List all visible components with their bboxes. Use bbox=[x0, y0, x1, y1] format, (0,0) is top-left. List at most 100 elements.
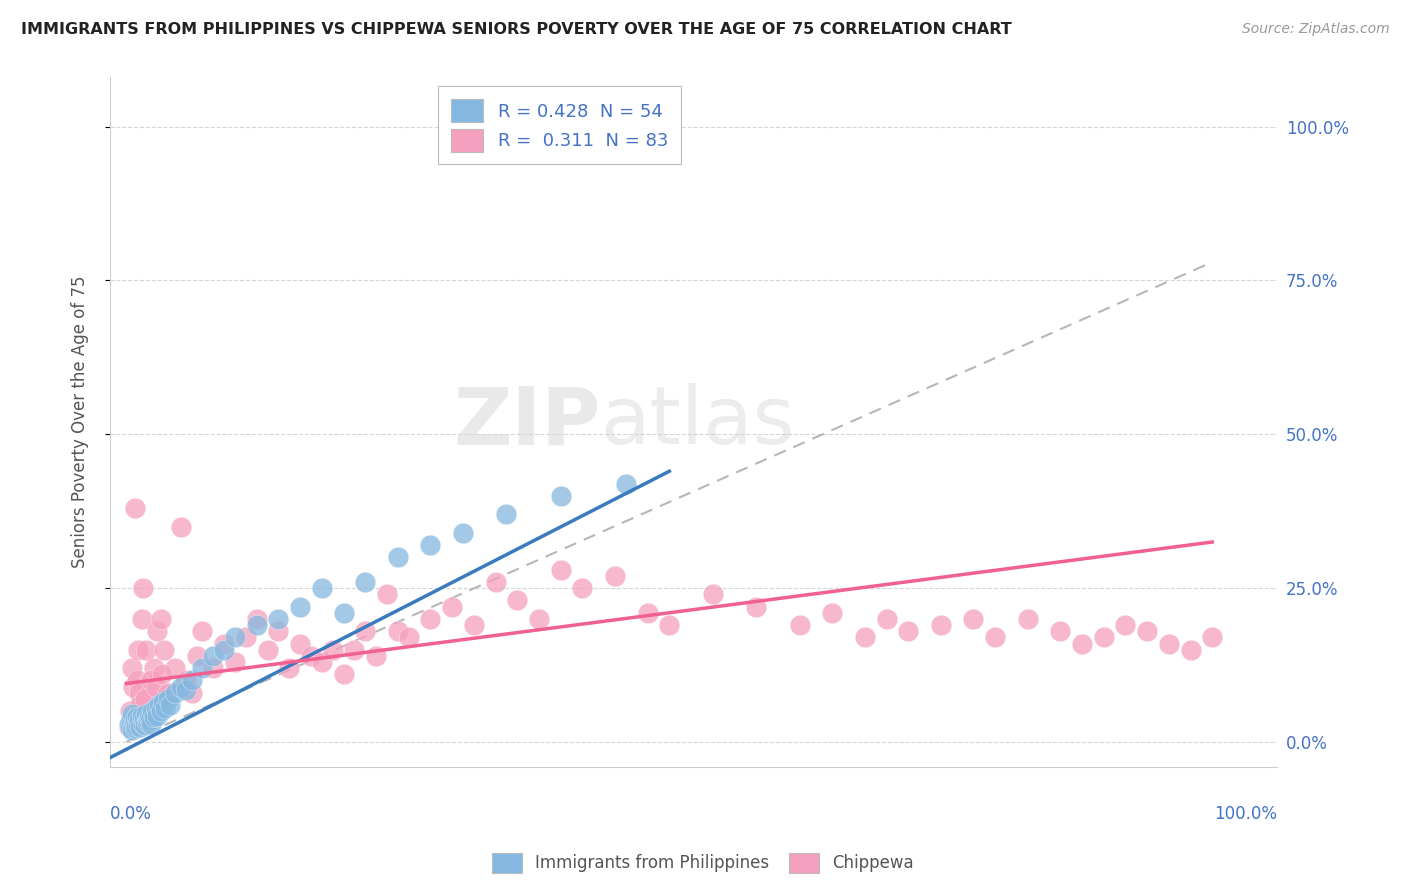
Point bbox=[142, 661, 165, 675]
Point bbox=[150, 704, 173, 718]
Point bbox=[132, 712, 155, 726]
Point bbox=[484, 574, 506, 589]
Point bbox=[156, 692, 179, 706]
Point bbox=[165, 686, 187, 700]
Point bbox=[125, 719, 148, 733]
Point bbox=[145, 680, 167, 694]
Point bbox=[311, 655, 333, 669]
Point bbox=[1017, 612, 1039, 626]
Point bbox=[141, 716, 163, 731]
Text: IMMIGRANTS FROM PHILIPPINES VS CHIPPEWA SENIORS POVERTY OVER THE AGE OF 75 CORRE: IMMIGRANTS FROM PHILIPPINES VS CHIPPEWA … bbox=[21, 22, 1012, 37]
Point bbox=[146, 709, 169, 723]
Point bbox=[124, 712, 146, 726]
Point bbox=[897, 624, 920, 639]
Point bbox=[145, 701, 167, 715]
Point bbox=[1049, 624, 1071, 639]
Point bbox=[156, 686, 179, 700]
Point bbox=[278, 661, 301, 675]
Point bbox=[125, 710, 148, 724]
Point bbox=[1201, 631, 1223, 645]
Point bbox=[962, 612, 984, 626]
Point bbox=[186, 648, 208, 663]
Point bbox=[366, 648, 388, 663]
Point bbox=[463, 618, 485, 632]
Point bbox=[118, 704, 141, 718]
Point bbox=[745, 599, 768, 614]
Point bbox=[180, 686, 202, 700]
Point bbox=[821, 606, 844, 620]
Point bbox=[332, 667, 354, 681]
Point bbox=[148, 698, 170, 712]
Point bbox=[136, 714, 159, 728]
Point bbox=[267, 624, 290, 639]
Point bbox=[134, 692, 156, 706]
Text: atlas: atlas bbox=[600, 383, 794, 461]
Y-axis label: Seniors Poverty Over the Age of 75: Seniors Poverty Over the Age of 75 bbox=[72, 276, 89, 568]
Point bbox=[128, 714, 150, 728]
Point bbox=[146, 624, 169, 639]
Point bbox=[387, 550, 409, 565]
Point bbox=[550, 563, 572, 577]
Point bbox=[131, 612, 153, 626]
Point bbox=[191, 624, 214, 639]
Point bbox=[141, 704, 163, 718]
Point bbox=[614, 476, 637, 491]
Point bbox=[142, 710, 165, 724]
Point bbox=[876, 612, 898, 626]
Point bbox=[127, 716, 149, 731]
Point bbox=[658, 618, 681, 632]
Point bbox=[139, 686, 162, 700]
Point bbox=[150, 667, 173, 681]
Point bbox=[332, 606, 354, 620]
Point bbox=[702, 587, 724, 601]
Point bbox=[1092, 631, 1115, 645]
Point bbox=[169, 680, 191, 694]
Point bbox=[121, 723, 143, 737]
Point bbox=[603, 569, 626, 583]
Point bbox=[506, 593, 529, 607]
Point bbox=[1114, 618, 1136, 632]
Point bbox=[174, 682, 197, 697]
Point bbox=[419, 612, 441, 626]
Point bbox=[451, 525, 474, 540]
Point bbox=[121, 707, 143, 722]
Point bbox=[136, 715, 159, 730]
Point bbox=[134, 717, 156, 731]
Point bbox=[495, 508, 517, 522]
Point bbox=[853, 631, 876, 645]
Point bbox=[571, 581, 593, 595]
Point bbox=[141, 673, 163, 688]
Text: 0.0%: 0.0% bbox=[110, 805, 152, 823]
Point bbox=[117, 720, 139, 734]
Point bbox=[246, 618, 269, 632]
Point bbox=[129, 720, 152, 734]
Point bbox=[354, 624, 377, 639]
Point bbox=[127, 710, 149, 724]
Point bbox=[128, 686, 150, 700]
Point bbox=[202, 661, 225, 675]
Point bbox=[129, 698, 152, 712]
Point bbox=[150, 612, 173, 626]
Point bbox=[212, 642, 235, 657]
Point bbox=[159, 686, 181, 700]
Point bbox=[138, 710, 160, 724]
Text: Source: ZipAtlas.com: Source: ZipAtlas.com bbox=[1241, 22, 1389, 37]
Point bbox=[311, 581, 333, 595]
Point bbox=[121, 661, 143, 675]
Point bbox=[155, 701, 177, 715]
Point bbox=[441, 599, 464, 614]
Point bbox=[165, 661, 187, 675]
Point bbox=[224, 631, 246, 645]
Point bbox=[637, 606, 659, 620]
Point bbox=[139, 714, 162, 728]
Point bbox=[135, 642, 157, 657]
Legend: R = 0.428  N = 54, R =  0.311  N = 83: R = 0.428 N = 54, R = 0.311 N = 83 bbox=[439, 87, 681, 164]
Text: ZIP: ZIP bbox=[453, 383, 600, 461]
Point bbox=[122, 717, 145, 731]
Point bbox=[124, 722, 146, 736]
Point bbox=[789, 618, 811, 632]
Point bbox=[267, 612, 290, 626]
Point bbox=[127, 673, 149, 688]
Point bbox=[131, 581, 153, 595]
Point bbox=[527, 612, 550, 626]
